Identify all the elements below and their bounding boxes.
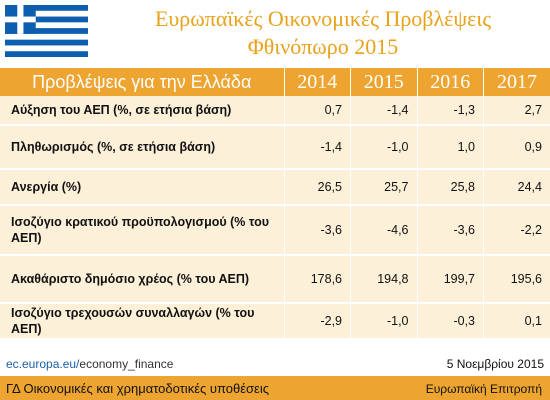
dg-label: ΓΔ Οικονομικές και χρηματοδοτικές υποθέσ…: [6, 381, 269, 396]
table-row: Ισοζύγιο τρεχουσών συναλλαγών (% του ΑΕΠ…: [0, 303, 550, 340]
cell-value: -3,6: [417, 205, 484, 256]
year-header-2014: 2014: [284, 68, 351, 96]
cell-value: 178,6: [284, 255, 351, 304]
table-row: Αύξηση του ΑΕΠ (%, σε ετήσια βάση) 0,7 -…: [0, 96, 550, 126]
row-label: Αύξηση του ΑΕΠ (%, σε ετήσια βάση): [0, 96, 285, 126]
commission-label: Ευρωπαϊκή Επιτροπή: [425, 382, 542, 396]
publication-date: 5 Νοεμβρίου 2015: [446, 357, 544, 371]
header: Ευρωπαϊκές Οικονομικές Προβλέψεις Φθινόπ…: [0, 0, 550, 68]
table-row: Πληθωρισμός (%, σε ετήσια βάση) -1,4 -1,…: [0, 125, 550, 170]
cell-value: -1,4: [350, 96, 418, 126]
cell-value: 26,5: [284, 169, 351, 206]
forecast-table: Προβλέψεις για την Ελλάδα 2014 2015 2016…: [0, 68, 550, 340]
footer-row: ec.europa.eu/economy_finance 5 Νοεμβρίου…: [0, 354, 550, 374]
cell-value: 2,7: [483, 96, 550, 126]
table-header-label: Προβλέψεις για την Ελλάδα: [0, 68, 285, 96]
cell-value: -2,9: [284, 303, 351, 340]
cell-value: -4,6: [350, 205, 418, 256]
source-path[interactable]: economy_finance: [79, 357, 174, 371]
cell-value: 195,6: [483, 255, 550, 304]
page-title: Ευρωπαϊκές Οικονομικές Προβλέψεις: [154, 6, 492, 31]
row-label: Ισοζύγιο τρεχουσών συναλλαγών (% του ΑΕΠ…: [0, 303, 285, 340]
cell-value: -1,3: [417, 96, 484, 126]
year-header-2017: 2017: [483, 68, 550, 96]
row-label: Πληθωρισμός (%, σε ετήσια βάση): [0, 125, 285, 170]
cell-value: 1,0: [417, 125, 484, 170]
row-label: Ανεργία (%): [0, 169, 285, 206]
cell-value: -3,6: [284, 205, 351, 256]
cell-value: 0,7: [284, 96, 351, 126]
table-row: Ανεργία (%) 26,5 25,7 25,8 24,4: [0, 169, 550, 206]
cell-value: -0,3: [417, 303, 484, 340]
year-header-2016: 2016: [417, 68, 484, 96]
cell-value: 199,7: [417, 255, 484, 304]
table-header-row: Προβλέψεις για την Ελλάδα 2014 2015 2016…: [0, 68, 550, 96]
row-label: Ισοζύγιο κρατικού προϋπολογισμού (% του …: [0, 205, 285, 256]
cell-value: -1,4: [284, 125, 351, 170]
table-row: Ισοζύγιο κρατικού προϋπολογισμού (% του …: [0, 205, 550, 256]
cell-value: 0,1: [483, 303, 550, 340]
source-domain[interactable]: ec.europa.eu/: [6, 357, 80, 371]
cell-value: 24,4: [483, 169, 550, 206]
cell-value: -2,2: [483, 205, 550, 256]
year-header-2015: 2015: [350, 68, 418, 96]
cell-value: 194,8: [350, 255, 418, 304]
bottom-bar: ΓΔ Οικονομικές και χρηματοδοτικές υποθέσ…: [0, 376, 550, 400]
source-link[interactable]: ec.europa.eu/economy_finance: [6, 357, 173, 371]
row-label: Ακαθάριστο δημόσιο χρέος (% του ΑΕΠ): [0, 255, 285, 304]
cell-value: -1,0: [350, 125, 418, 170]
greek-flag-icon: [5, 5, 88, 57]
table-row: Ακαθάριστο δημόσιο χρέος (% του ΑΕΠ) 178…: [0, 255, 550, 304]
cell-value: -1,0: [350, 303, 418, 340]
cell-value: 0,9: [483, 125, 550, 170]
page-subtitle: Φθινόπωρο 2015: [247, 34, 399, 59]
cell-value: 25,8: [417, 169, 484, 206]
cell-value: 25,7: [350, 169, 418, 206]
